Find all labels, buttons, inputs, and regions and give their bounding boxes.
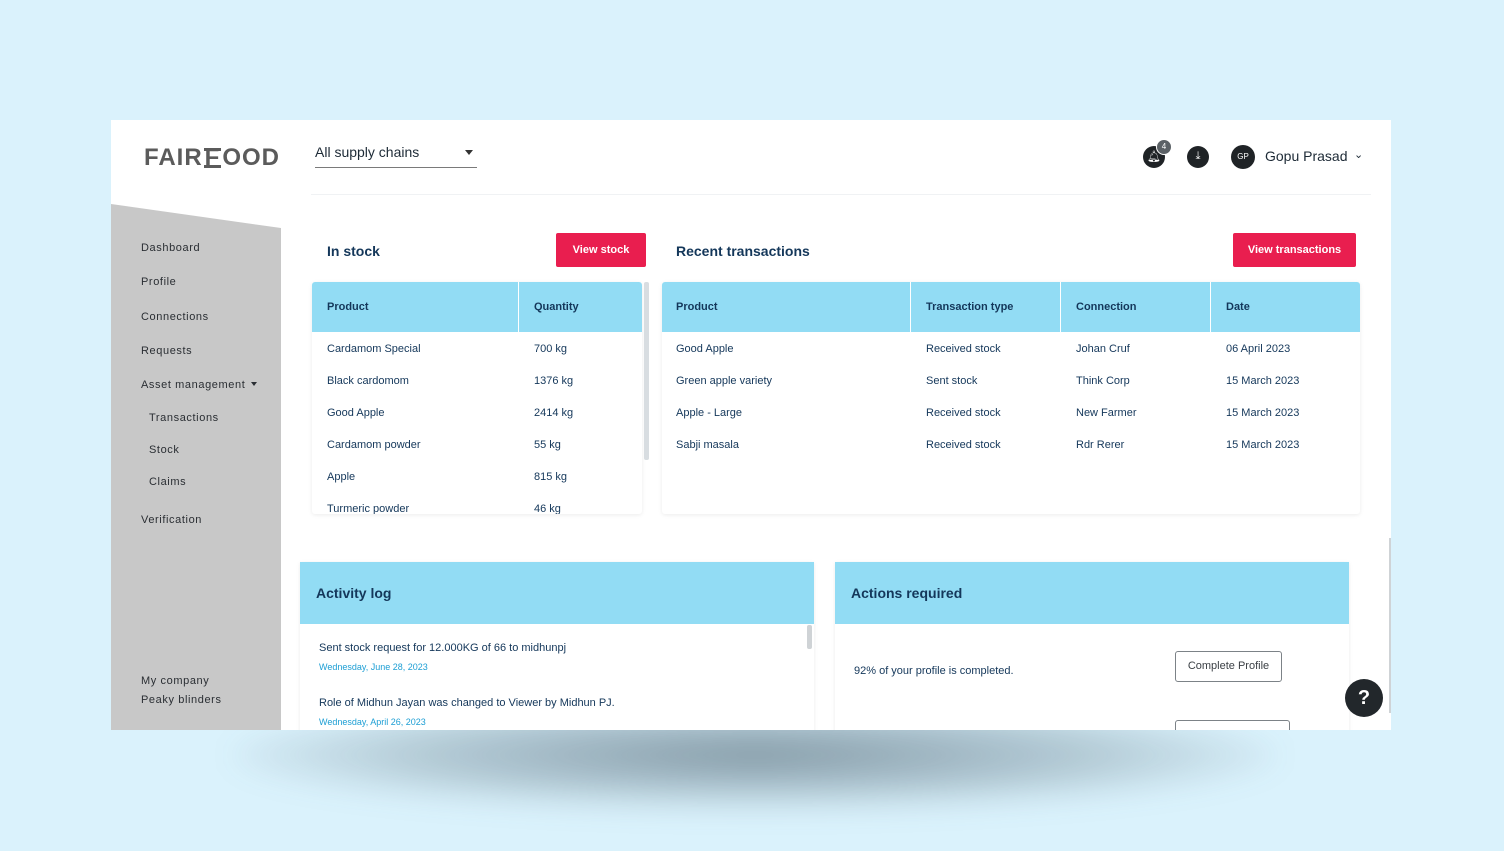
activity-log-panel: Activity log Sent stock request for 12.0… (300, 562, 814, 730)
app-window: FAIRFOOD All supply chains 🔔︎ 4 ⤓ GP Gop… (111, 120, 1391, 730)
transaction-type: Received stock (926, 343, 1001, 355)
sidebar-item-label: Asset management (141, 379, 246, 391)
column-header-date: Date (1226, 301, 1250, 313)
transaction-date: 15 March 2023 (1226, 375, 1300, 387)
column-divider (1210, 282, 1211, 332)
transaction-connection: Think Corp (1076, 375, 1130, 387)
page-scrollbar[interactable] (1389, 538, 1391, 713)
view-transactions-button[interactable]: View transactions (1233, 233, 1356, 267)
activity-entry-date: Wednesday, April 26, 2023 (319, 717, 426, 727)
fairfood-logo[interactable]: FAIRFOOD (144, 144, 281, 171)
transaction-date: 15 March 2023 (1226, 439, 1300, 451)
column-header-connection: Connection (1076, 301, 1137, 313)
stock-quantity: 2414 kg (534, 407, 574, 419)
sidebar-item-connections[interactable]: Connections (141, 311, 209, 323)
column-header-quantity: Quantity (534, 301, 579, 313)
sidebar-item-dashboard[interactable]: Dashboard (141, 242, 201, 254)
view-stock-button[interactable]: View stock (556, 233, 646, 267)
transaction-product: Apple - Large (676, 407, 743, 419)
notification-badge: 4 (1156, 139, 1172, 155)
stock-table-scrollbar[interactable] (644, 282, 649, 460)
activity-entry-text: Role of Midhun Jayan was changed to View… (319, 697, 615, 709)
stock-table: Product Quantity Cardamom Special 700 kg… (312, 282, 642, 514)
recent-transactions-title: Recent transactions (676, 243, 810, 259)
sidebar-subitem-transactions[interactable]: Transactions (149, 412, 219, 424)
sidebar-item-asset-management[interactable]: Asset management (141, 379, 258, 391)
stock-quantity: 700 kg (534, 343, 568, 355)
stock-quantity: 55 kg (534, 439, 561, 451)
transactions-table: Product Transaction type Connection Date… (662, 282, 1360, 514)
company-name[interactable]: Peaky blinders (141, 694, 222, 706)
column-divider (910, 282, 911, 332)
transaction-type: Received stock (926, 439, 1001, 451)
column-header-transaction-type: Transaction type (926, 301, 1014, 313)
header-divider (311, 194, 1371, 195)
stock-product: Turmeric powder (327, 503, 410, 514)
complete-profile-button[interactable]: Complete Profile (1175, 651, 1282, 682)
in-stock-title: In stock (327, 243, 380, 259)
chevron-down-icon[interactable]: ⌄ (1354, 149, 1364, 161)
transaction-connection: Rdr Rerer (1076, 439, 1125, 451)
column-divider (518, 282, 519, 332)
action-button[interactable] (1175, 720, 1290, 730)
actions-required-header (835, 562, 1349, 624)
sidebar (111, 204, 281, 730)
sidebar-subitem-stock[interactable]: Stock (149, 444, 180, 456)
stock-quantity: 1376 kg (534, 375, 574, 387)
column-header-product: Product (327, 301, 369, 313)
actions-required-title: Actions required (851, 585, 963, 601)
sidebar-subitem-claims[interactable]: Claims (149, 476, 187, 488)
stock-quantity: 46 kg (534, 503, 561, 514)
column-divider (1060, 282, 1061, 332)
stock-table-header (312, 282, 642, 332)
transaction-type: Sent stock (926, 375, 978, 387)
download-icon[interactable]: ⤓ (1187, 146, 1209, 168)
transaction-connection: New Farmer (1076, 407, 1137, 419)
company-label: My company (141, 675, 210, 687)
caret-down-icon (465, 150, 473, 155)
sidebar-item-profile[interactable]: Profile (141, 276, 177, 288)
user-name[interactable]: Gopu Prasad (1265, 148, 1348, 164)
activity-entry-date: Wednesday, June 28, 2023 (319, 662, 428, 672)
actions-required-panel: Actions required 92% of your profile is … (835, 562, 1349, 730)
profile-completion-text: 92% of your profile is completed. (854, 665, 1014, 677)
stock-product: Apple (327, 471, 356, 483)
stock-product: Good Apple (327, 407, 385, 419)
help-button[interactable]: ? (1345, 679, 1383, 717)
transaction-connection: Johan Cruf (1076, 343, 1130, 355)
stock-product: Cardamom powder (327, 439, 421, 451)
transactions-table-header (662, 282, 1360, 332)
caret-down-icon (251, 382, 258, 386)
supply-chain-select[interactable]: All supply chains (315, 144, 477, 168)
transaction-type: Received stock (926, 407, 1001, 419)
activity-log-scrollbar[interactable] (807, 625, 812, 649)
transaction-product: Sabji masala (676, 439, 739, 451)
transaction-product: Good Apple (676, 343, 734, 355)
transaction-date: 15 March 2023 (1226, 407, 1300, 419)
activity-log-header (300, 562, 814, 624)
column-header-product: Product (676, 301, 718, 313)
activity-log-title: Activity log (316, 585, 392, 601)
transaction-date: 06 April 2023 (1226, 343, 1291, 355)
activity-entry-text: Sent stock request for 12.000KG of 66 to… (319, 642, 567, 654)
supply-chain-select-value: All supply chains (315, 144, 420, 160)
sidebar-item-verification[interactable]: Verification (141, 514, 203, 526)
stock-product: Black cardomom (327, 375, 409, 387)
stock-product: Cardamom Special (327, 343, 421, 355)
transaction-product: Green apple variety (676, 375, 772, 387)
avatar[interactable]: GP (1231, 145, 1255, 169)
stock-quantity: 815 kg (534, 471, 568, 483)
sidebar-item-requests[interactable]: Requests (141, 345, 193, 357)
